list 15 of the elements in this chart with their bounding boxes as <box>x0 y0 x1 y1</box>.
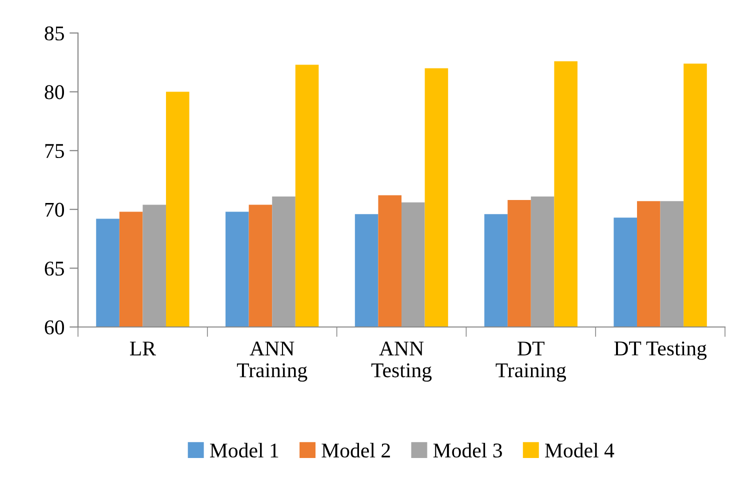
x-tick-label: ANN Training <box>236 342 308 382</box>
y-tick-label: 85 <box>44 26 64 40</box>
y-tick-label: 80 <box>44 85 64 100</box>
x-tick-label: DT Training <box>496 342 566 382</box>
x-tick-label: ANN Testing <box>371 342 432 382</box>
legend-label: Model 3 <box>433 442 502 458</box>
y-tick-label: 70 <box>45 202 64 217</box>
x-tick-label: DT Testing <box>614 341 707 360</box>
y-tick-label: 75 <box>45 144 64 158</box>
y-tick-label: 65 <box>44 262 64 276</box>
y-tick-label: 60 <box>44 320 64 334</box>
legend-label: Model 1 <box>210 442 278 458</box>
x-tick-label: LR <box>130 342 156 356</box>
legend-label: Model 2 <box>322 442 390 458</box>
legend-label: Model 4 <box>545 442 614 458</box>
